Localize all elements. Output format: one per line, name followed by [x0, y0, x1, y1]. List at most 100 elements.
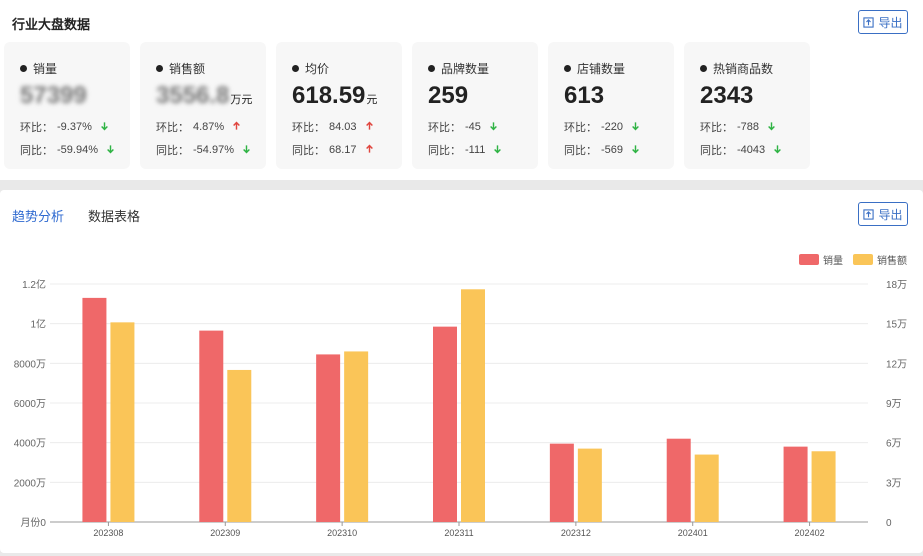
arrow-down-icon — [238, 144, 251, 157]
bar-sales[interactable] — [666, 438, 691, 522]
y-right-tick-label: 3万 — [886, 478, 902, 489]
arrow-down-icon — [102, 144, 115, 157]
upload-icon — [863, 16, 875, 28]
month-over-month: 环比： -45 — [428, 119, 498, 135]
change-label: 环比： — [700, 122, 733, 134]
y-right-tick-label: 12万 — [886, 359, 907, 370]
top-export-button[interactable]: 导出 — [858, 10, 908, 34]
trend-bar-chart: 0 2000万 3万 4000万 6万 6000万 9万 8000万 12万 1亿 15万 1.2亿 1… — [14, 278, 907, 538]
month-over-month: 环比： 4.87% — [156, 119, 241, 135]
change-label: 同比： — [428, 145, 461, 157]
upload-icon — [863, 208, 875, 220]
arrow-up-icon — [228, 121, 241, 134]
metric-name: 品牌数量 — [441, 62, 490, 76]
change-label: 环比： — [156, 122, 189, 134]
metric-value: 57399 — [20, 82, 88, 110]
bullet-icon — [20, 65, 27, 72]
year-over-year: 同比： 68.17 — [292, 142, 374, 158]
metric-label: 热销商品数 — [700, 60, 773, 77]
arrow-down-icon — [96, 121, 109, 134]
metric-value: 259 — [428, 82, 469, 110]
change-value: -111 — [465, 144, 486, 156]
bar-sales[interactable] — [783, 446, 808, 522]
change-value: -54.97% — [193, 144, 234, 156]
bar-sales[interactable] — [549, 443, 574, 522]
metric-name: 店铺数量 — [577, 62, 626, 76]
metric-label: 销量 — [20, 60, 57, 77]
metric-value: 613 — [564, 82, 605, 110]
year-over-year: 同比： -569 — [564, 142, 640, 158]
change-value: 4.87% — [193, 121, 225, 133]
y-right-tick-label: 15万 — [886, 320, 907, 331]
bar-sales[interactable] — [82, 297, 107, 522]
bar-revenue[interactable] — [461, 289, 485, 522]
arrow-up-icon — [361, 144, 374, 157]
metric-number: 618.59 — [292, 82, 366, 109]
metric-number: 57399 — [20, 82, 87, 109]
chart-export-button[interactable]: 导出 — [858, 202, 908, 226]
x-tick-label: 202309 — [210, 528, 240, 538]
metric-label: 均价 — [292, 60, 329, 77]
legend-label: 销量 — [823, 256, 843, 267]
metric-number: 2343 — [700, 82, 754, 109]
metric-name: 销量 — [33, 62, 58, 76]
bar-revenue[interactable] — [344, 351, 369, 522]
year-over-year: 同比： -54.97% — [156, 142, 251, 158]
legend-swatch — [799, 254, 819, 265]
bar-sales[interactable] — [316, 354, 341, 522]
change-value: 68.17 — [329, 144, 357, 156]
x-tick-label: 202311 — [444, 528, 473, 538]
legend-label: 销售额 — [877, 256, 907, 267]
change-value: -9.37% — [57, 121, 92, 133]
arrow-down-icon — [769, 144, 782, 157]
bullet-icon — [428, 65, 435, 72]
metric-unit: 万元 — [230, 94, 253, 106]
bullet-icon — [156, 65, 163, 72]
y-left-tick-label: 1.2亿 — [22, 278, 46, 291]
industry-overview-panel: 行业大盘数据 导出 销量 57399 环比： -9.37% 同比： -59.94… — [0, 0, 923, 180]
bar-revenue[interactable] — [694, 454, 719, 522]
bar-sales[interactable] — [199, 330, 224, 522]
panel-title: 行业大盘数据 — [12, 17, 91, 32]
bar-revenue[interactable] — [811, 451, 836, 522]
month-over-month: 环比： -220 — [564, 119, 640, 135]
x-tick-label: 202402 — [795, 528, 825, 538]
y-right-tick-label: 0 — [886, 518, 892, 529]
arrow-down-icon — [627, 121, 640, 134]
bar-revenue[interactable] — [110, 322, 135, 522]
metric-card: 店铺数量 613 环比： -220 同比： -569 — [548, 42, 674, 169]
export-label: 导出 — [878, 207, 903, 222]
change-value: -45 — [465, 121, 481, 133]
legend-item-revenue[interactable]: 销售额 — [853, 252, 907, 267]
change-value: -220 — [601, 121, 624, 133]
year-over-year: 同比： -59.94% — [20, 142, 115, 158]
change-label: 同比： — [20, 145, 53, 157]
bar-sales[interactable] — [433, 326, 457, 522]
tab-trend-analysis[interactable]: 趋势分析 — [12, 209, 65, 224]
metric-cards: 销量 57399 环比： -9.37% 同比： -59.94% 销售额 3556… — [4, 42, 810, 169]
change-label: 同比： — [564, 145, 597, 157]
month-over-month: 环比： -788 — [700, 119, 776, 135]
month-over-month: 环比： -9.37% — [20, 119, 109, 135]
y-left-tick-label: 1亿 — [30, 318, 46, 331]
metric-number: 3556.8 — [156, 82, 230, 109]
metric-card: 品牌数量 259 环比： -45 同比： -111 — [412, 42, 538, 169]
metric-unit: 元 — [366, 94, 378, 106]
change-label: 同比： — [156, 145, 189, 157]
x-axis-name: 月份0 — [20, 517, 46, 529]
bar-revenue[interactable] — [227, 369, 252, 522]
change-value: -788 — [737, 121, 760, 133]
arrow-down-icon — [627, 144, 640, 157]
year-over-year: 同比： -4043 — [700, 142, 782, 158]
bar-revenue[interactable] — [577, 448, 602, 522]
change-label: 同比： — [700, 145, 733, 157]
tab-data-table[interactable]: 数据表格 — [88, 209, 141, 224]
month-over-month: 环比： 84.03 — [292, 119, 374, 135]
y-left-tick-label: 2000万 — [14, 478, 46, 489]
change-value: -569 — [601, 144, 624, 156]
metric-label: 销售额 — [156, 60, 205, 77]
legend-item-sales[interactable]: 销量 — [799, 252, 843, 267]
metric-value: 618.59元 — [292, 82, 377, 110]
arrow-down-icon — [485, 121, 498, 134]
change-label: 同比： — [292, 145, 325, 157]
